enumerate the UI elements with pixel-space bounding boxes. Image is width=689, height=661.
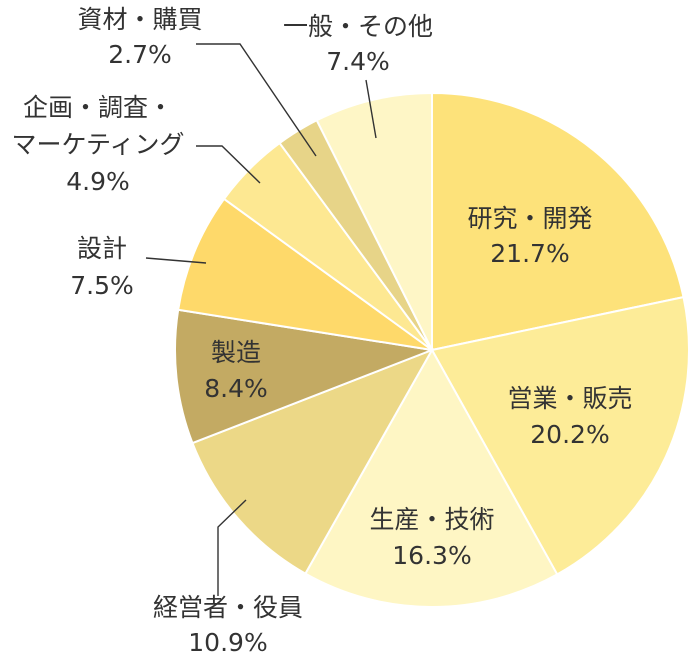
slice-label-name: 設計: [77, 234, 127, 263]
slice-label-value: 4.9%: [66, 167, 130, 196]
slice-label-name: 資材・購買: [77, 5, 202, 34]
pie-slice-5: [174, 308, 436, 445]
slice-label-name: 営業・販売: [507, 384, 632, 413]
pie-slice-6: [177, 197, 433, 351]
pie-slice-9: [315, 91, 433, 351]
label-kikaku: 企画・調査・ マーケティング 4.9%: [11, 93, 184, 196]
leader-line-ippan: [365, 79, 377, 139]
slice-labels: 研究・開発 21.7% 営業・販売 20.2% 生産・技術 16.3% 経営者・…: [11, 5, 632, 657]
label-ippan: 一般・その他 7.4%: [283, 12, 433, 76]
slice-label-value: 7.4%: [326, 47, 390, 76]
label-keiei: 経営者・役員 10.9%: [153, 593, 303, 657]
slice-label-value: 8.4%: [204, 374, 268, 403]
slice-label-name: 研究・開発: [467, 204, 592, 233]
pie-slice-1: [431, 91, 685, 352]
label-sekkei: 設計 7.5%: [70, 234, 134, 300]
pie-slice-2: [430, 295, 689, 576]
slice-label-value: 10.9%: [188, 628, 267, 657]
pie-slice-4: [191, 348, 435, 576]
label-kenkyu: 研究・開発 21.7%: [467, 204, 592, 268]
slice-label-name-line1: 企画・調査・: [23, 93, 173, 122]
slice-label-value: 2.7%: [108, 40, 172, 69]
slice-label-value: 16.3%: [392, 541, 471, 570]
slice-label-name-line2: マーケティング: [11, 130, 184, 159]
label-seizo: 製造 8.4%: [204, 338, 268, 403]
leader-line-kikaku: [196, 145, 261, 184]
leader-line-shizai: [196, 43, 317, 157]
pie-slice-3: [304, 347, 559, 608]
slice-label-name: 経営者・役員: [153, 593, 303, 622]
slice-label-value: 7.5%: [70, 271, 134, 300]
label-seisan: 生産・技術 16.3%: [369, 505, 494, 570]
slice-label-name: 製造: [211, 338, 261, 367]
leader-lines: [145, 43, 377, 596]
label-eigyo: 営業・販売 20.2%: [507, 384, 632, 449]
slice-label-name: 生産・技術: [369, 505, 494, 534]
leader-line-keiei: [217, 499, 247, 596]
slice-label-name: 一般・その他: [283, 12, 433, 41]
slice-label-value: 20.2%: [530, 420, 609, 449]
slice-label-value: 21.7%: [490, 239, 569, 268]
leader-line-sekkei: [145, 257, 207, 264]
label-shizai: 資材・購買 2.7%: [77, 5, 202, 69]
pie-slices: [174, 91, 689, 608]
